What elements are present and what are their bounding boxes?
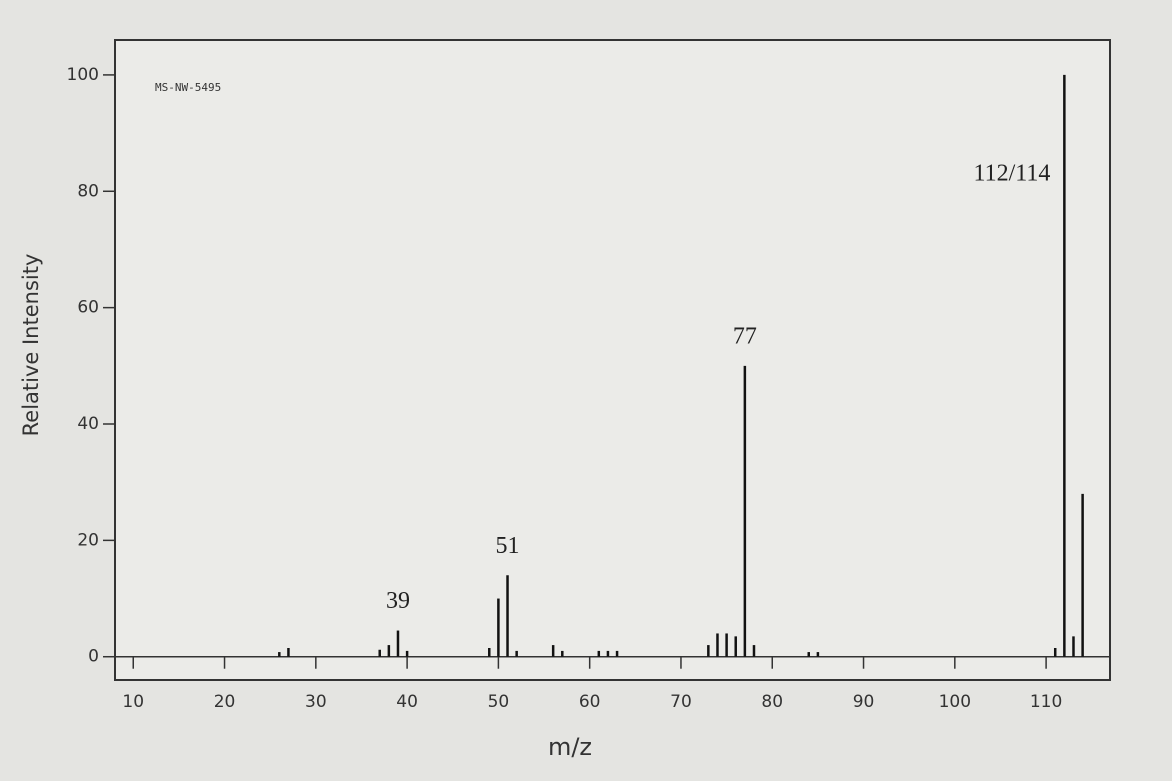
peak-label: 77 <box>733 323 757 349</box>
x-tick-label: 100 <box>939 692 971 712</box>
y-tick-label: 20 <box>77 530 99 550</box>
peak-label: 51 <box>496 533 520 559</box>
x-tick-label: 70 <box>670 692 692 712</box>
x-tick-label: 50 <box>488 692 510 712</box>
y-tick-label: 0 <box>88 647 99 667</box>
y-tick-label: 80 <box>77 181 99 201</box>
plot-frame <box>114 39 1111 681</box>
y-tick-label: 40 <box>77 414 99 434</box>
x-tick-label: 60 <box>579 692 601 712</box>
x-axis-title: m/z <box>548 733 592 761</box>
x-tick-label: 20 <box>214 692 236 712</box>
spectrum-id: MS-NW-5495 <box>155 81 221 94</box>
x-tick-label: 30 <box>305 692 327 712</box>
x-tick-label: 10 <box>122 692 144 712</box>
y-axis-title: Relative Intensity <box>19 254 43 437</box>
x-tick-label: 80 <box>761 692 783 712</box>
x-tick-label: 110 <box>1030 692 1062 712</box>
x-tick-label: 90 <box>853 692 875 712</box>
x-tick-label: 40 <box>396 692 418 712</box>
peak-label: 39 <box>386 588 410 614</box>
peak-label: 112/114 <box>973 160 1050 186</box>
y-tick-label: 100 <box>67 65 99 85</box>
y-tick-label: 60 <box>77 298 99 318</box>
